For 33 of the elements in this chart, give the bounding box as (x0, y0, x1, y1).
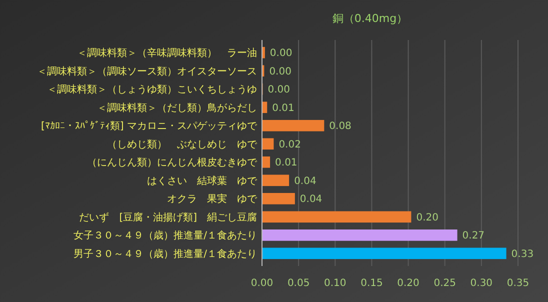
y-tick-label: だいず [豆腐・油揚げ類] 絹ごし豆腐 (79, 211, 257, 224)
data-label: 0.04 (300, 194, 322, 206)
data-label: 0.08 (329, 121, 352, 132)
y-tick-label: ＜調味料類＞（だし類）鳥がらだし (97, 102, 257, 114)
y-tick-label: ＜調味料類＞（調味ソース類）オイスターソース (37, 65, 257, 78)
y-tick-label: [ﾏｶﾛﾆ・ｽﾊﾟｹﾞﾃｨ類] マカロニ・スパゲッティゆで (41, 120, 258, 132)
data-label: 0.00 (269, 66, 292, 78)
data-label: 0.01 (272, 102, 294, 114)
x-tick-label: 0.05 (287, 278, 310, 289)
data-label: 0.20 (416, 212, 438, 224)
y-tick-label: ＜調味料類＞（しょうゆ類）こいくちしょうゆ (47, 84, 257, 96)
y-tick-label: 男子３０～４９（歳）推進量/１食あたり (74, 248, 257, 260)
data-label: 0.02 (278, 139, 301, 150)
x-tick-label: 0.20 (397, 278, 420, 289)
data-label: 0.01 (275, 158, 298, 169)
x-tick-label: 0.35 (506, 278, 530, 289)
y-tick-label: （しめじ類） ぶなしめじ ゆで (107, 138, 258, 150)
y-tick-label: （にんじん類）にんじん根皮むきゆで (87, 156, 258, 169)
data-label: 0.04 (294, 176, 316, 187)
y-tick-label: 女子３０～４９（歳）推進量/１食あたり (74, 230, 257, 242)
x-tick-label: 0.10 (324, 278, 346, 289)
x-tick-label: 0.25 (434, 278, 456, 289)
y-tick-label: オクラ 果実 ゆで (167, 193, 258, 206)
x-tick-label: 0.30 (470, 278, 493, 289)
x-tick-label: 0.00 (250, 278, 274, 289)
data-label: 0.27 (462, 230, 485, 242)
x-tick-label: 0.15 (360, 278, 383, 289)
data-label: 0.00 (270, 48, 292, 60)
data-label: 0.33 (511, 248, 534, 260)
data-label: 0.00 (268, 84, 290, 96)
chart-title: 銅（0.40mg） (332, 12, 408, 25)
y-tick-label: はくさい 結球葉 ゆで (147, 174, 258, 187)
y-tick-label: ＜調味料類＞（辛味調味料類） ラー油 (77, 47, 257, 60)
